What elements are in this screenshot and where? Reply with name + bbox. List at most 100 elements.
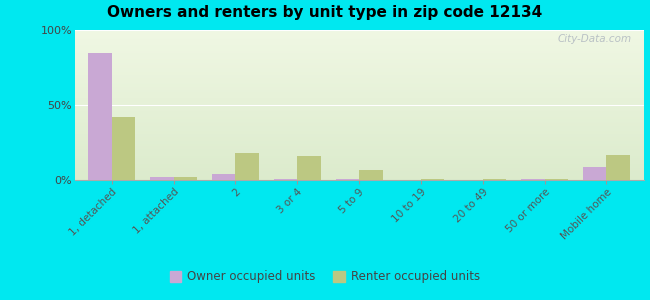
Bar xyxy=(75,116,644,117)
Bar xyxy=(75,100,644,102)
Bar xyxy=(75,88,644,90)
Bar xyxy=(75,150,644,152)
Bar xyxy=(75,61,644,63)
Bar xyxy=(75,56,644,57)
Bar xyxy=(75,40,644,42)
Bar xyxy=(75,172,644,174)
Bar xyxy=(75,92,644,93)
Bar xyxy=(75,39,644,40)
Bar xyxy=(75,75,644,76)
Bar xyxy=(75,128,644,129)
Bar xyxy=(75,158,644,159)
Bar xyxy=(75,64,644,66)
Bar xyxy=(75,148,644,150)
Bar xyxy=(75,99,644,100)
Bar xyxy=(75,63,644,64)
Bar xyxy=(75,111,644,112)
Bar xyxy=(75,112,644,114)
Bar xyxy=(75,154,644,156)
Bar xyxy=(75,69,644,70)
Bar xyxy=(75,82,644,84)
Bar xyxy=(75,50,644,51)
Bar xyxy=(75,160,644,162)
Bar xyxy=(75,105,644,106)
Bar xyxy=(483,179,506,180)
Bar xyxy=(75,164,644,165)
Bar xyxy=(75,134,644,135)
Bar xyxy=(75,159,644,160)
Bar xyxy=(75,34,644,36)
Bar xyxy=(421,179,445,180)
Bar xyxy=(75,102,644,104)
Bar xyxy=(75,44,644,45)
Bar xyxy=(75,132,644,134)
Bar xyxy=(75,162,644,164)
Bar xyxy=(75,94,644,96)
Bar xyxy=(75,85,644,87)
Bar xyxy=(75,178,644,180)
Bar xyxy=(75,45,644,46)
Bar xyxy=(75,103,644,105)
Bar xyxy=(75,144,644,146)
Bar xyxy=(212,174,235,180)
Bar xyxy=(75,87,644,88)
Text: Owners and renters by unit type in zip code 12134: Owners and renters by unit type in zip c… xyxy=(107,4,543,20)
Bar xyxy=(75,60,644,61)
Bar xyxy=(75,168,644,170)
Bar xyxy=(75,48,644,50)
Bar xyxy=(75,70,644,72)
Bar xyxy=(75,142,644,144)
Bar xyxy=(75,52,644,54)
Bar xyxy=(88,52,112,180)
Bar xyxy=(75,122,644,123)
Bar xyxy=(75,118,644,120)
Bar xyxy=(75,147,644,148)
Bar xyxy=(75,42,644,44)
Bar xyxy=(75,66,644,68)
Bar xyxy=(75,98,644,99)
Bar xyxy=(75,141,644,142)
Bar xyxy=(75,96,644,98)
Bar xyxy=(75,152,644,153)
Bar xyxy=(75,36,644,38)
Bar xyxy=(75,176,644,177)
Bar xyxy=(75,72,644,74)
Bar xyxy=(75,153,644,154)
Bar xyxy=(235,153,259,180)
Text: City-Data.com: City-Data.com xyxy=(558,34,632,44)
Bar xyxy=(335,179,359,180)
Bar xyxy=(75,110,644,111)
Bar xyxy=(75,156,644,158)
Bar xyxy=(75,130,644,132)
Bar xyxy=(545,179,568,180)
Bar xyxy=(75,135,644,136)
Bar xyxy=(75,81,644,82)
Legend: Owner occupied units, Renter occupied units: Owner occupied units, Renter occupied un… xyxy=(165,266,485,288)
Bar xyxy=(75,124,644,126)
Bar xyxy=(75,106,644,108)
Bar xyxy=(75,38,644,39)
Bar xyxy=(75,129,644,130)
Bar xyxy=(75,114,644,116)
Bar xyxy=(75,120,644,122)
Bar xyxy=(75,57,644,58)
Bar xyxy=(75,138,644,140)
Bar xyxy=(75,33,644,34)
Bar xyxy=(75,80,644,81)
Bar xyxy=(75,140,644,141)
Bar xyxy=(75,136,644,138)
Bar xyxy=(75,46,644,48)
Bar xyxy=(274,178,297,180)
Bar xyxy=(75,167,644,168)
Bar xyxy=(150,177,174,180)
Bar xyxy=(75,171,644,172)
Bar xyxy=(75,117,644,118)
Bar xyxy=(75,74,644,75)
Bar xyxy=(75,76,644,78)
Bar xyxy=(75,90,644,92)
Bar xyxy=(75,169,644,171)
Bar xyxy=(75,58,644,60)
Bar xyxy=(297,156,321,180)
Bar xyxy=(75,93,644,94)
Bar xyxy=(75,146,644,147)
